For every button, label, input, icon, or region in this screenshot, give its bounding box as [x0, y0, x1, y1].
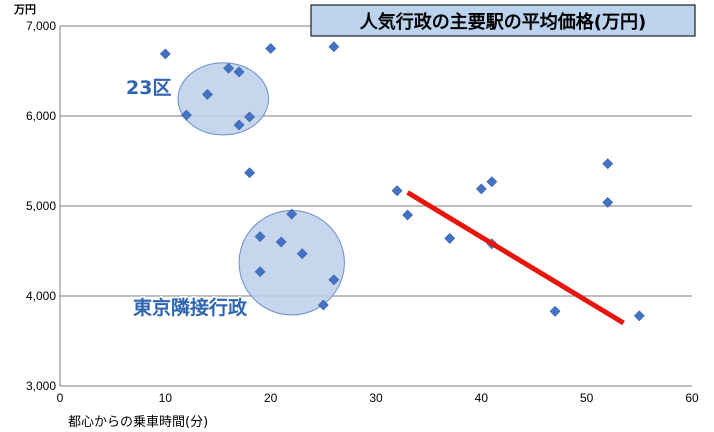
x-tick-labels: 0 10 20 30 40 50 60 [57, 391, 699, 405]
data-point [233, 66, 245, 78]
x-axis-label: 都心からの乗車時間(分) [68, 415, 208, 430]
group-label: 東京隣接行政 [133, 296, 248, 319]
data-point [444, 232, 456, 244]
data-point [402, 209, 414, 221]
data-point [254, 231, 266, 243]
data-point [286, 208, 298, 220]
data-point [233, 119, 245, 131]
data-point [549, 305, 561, 317]
title-box [310, 4, 696, 37]
y-tick-labels: 3,000 4,000 5,000 6,000 7,000 [26, 19, 56, 393]
data-point [159, 48, 171, 60]
x-tick-label: 40 [475, 391, 489, 405]
data-points [159, 41, 645, 322]
x-tick-label: 50 [580, 391, 594, 405]
data-point [296, 248, 308, 260]
group-ellipse [177, 62, 270, 136]
trend-line [406, 190, 625, 326]
chart-title: 人気行政の主要駅の平均価格(万円) [360, 11, 646, 33]
group-ellipses [177, 62, 345, 316]
x-tick-label: 10 [159, 391, 173, 405]
data-point [328, 41, 340, 53]
y-tick-label: 4,000 [26, 289, 56, 303]
group-label: 23区 [126, 77, 171, 99]
y-tick-label: 5,000 [26, 199, 56, 213]
data-point [265, 43, 277, 54]
data-point [602, 196, 614, 208]
data-point [244, 111, 256, 123]
data-point [391, 185, 403, 197]
y-tick-label: 7,000 [26, 19, 56, 33]
x-tick-label: 30 [369, 391, 383, 405]
data-point [202, 88, 213, 100]
x-tick-label: 60 [685, 391, 699, 405]
data-point [317, 299, 329, 311]
data-point [223, 62, 234, 74]
data-point [633, 310, 645, 322]
x-tick-label: 20 [264, 391, 278, 405]
y-tick-label: 6,000 [26, 109, 56, 123]
y-axis-label: 万円 [13, 3, 36, 16]
data-point [328, 274, 340, 286]
data-point [180, 109, 192, 121]
y-tick-label: 3,000 [26, 379, 56, 393]
x-tick-label: 0 [57, 391, 64, 405]
group-ellipse [238, 210, 345, 316]
data-point [486, 176, 498, 188]
data-point [275, 236, 287, 248]
data-point [244, 167, 256, 179]
data-point [475, 183, 487, 195]
data-point [254, 266, 266, 278]
grid-lines [60, 25, 692, 297]
data-point [602, 158, 614, 170]
